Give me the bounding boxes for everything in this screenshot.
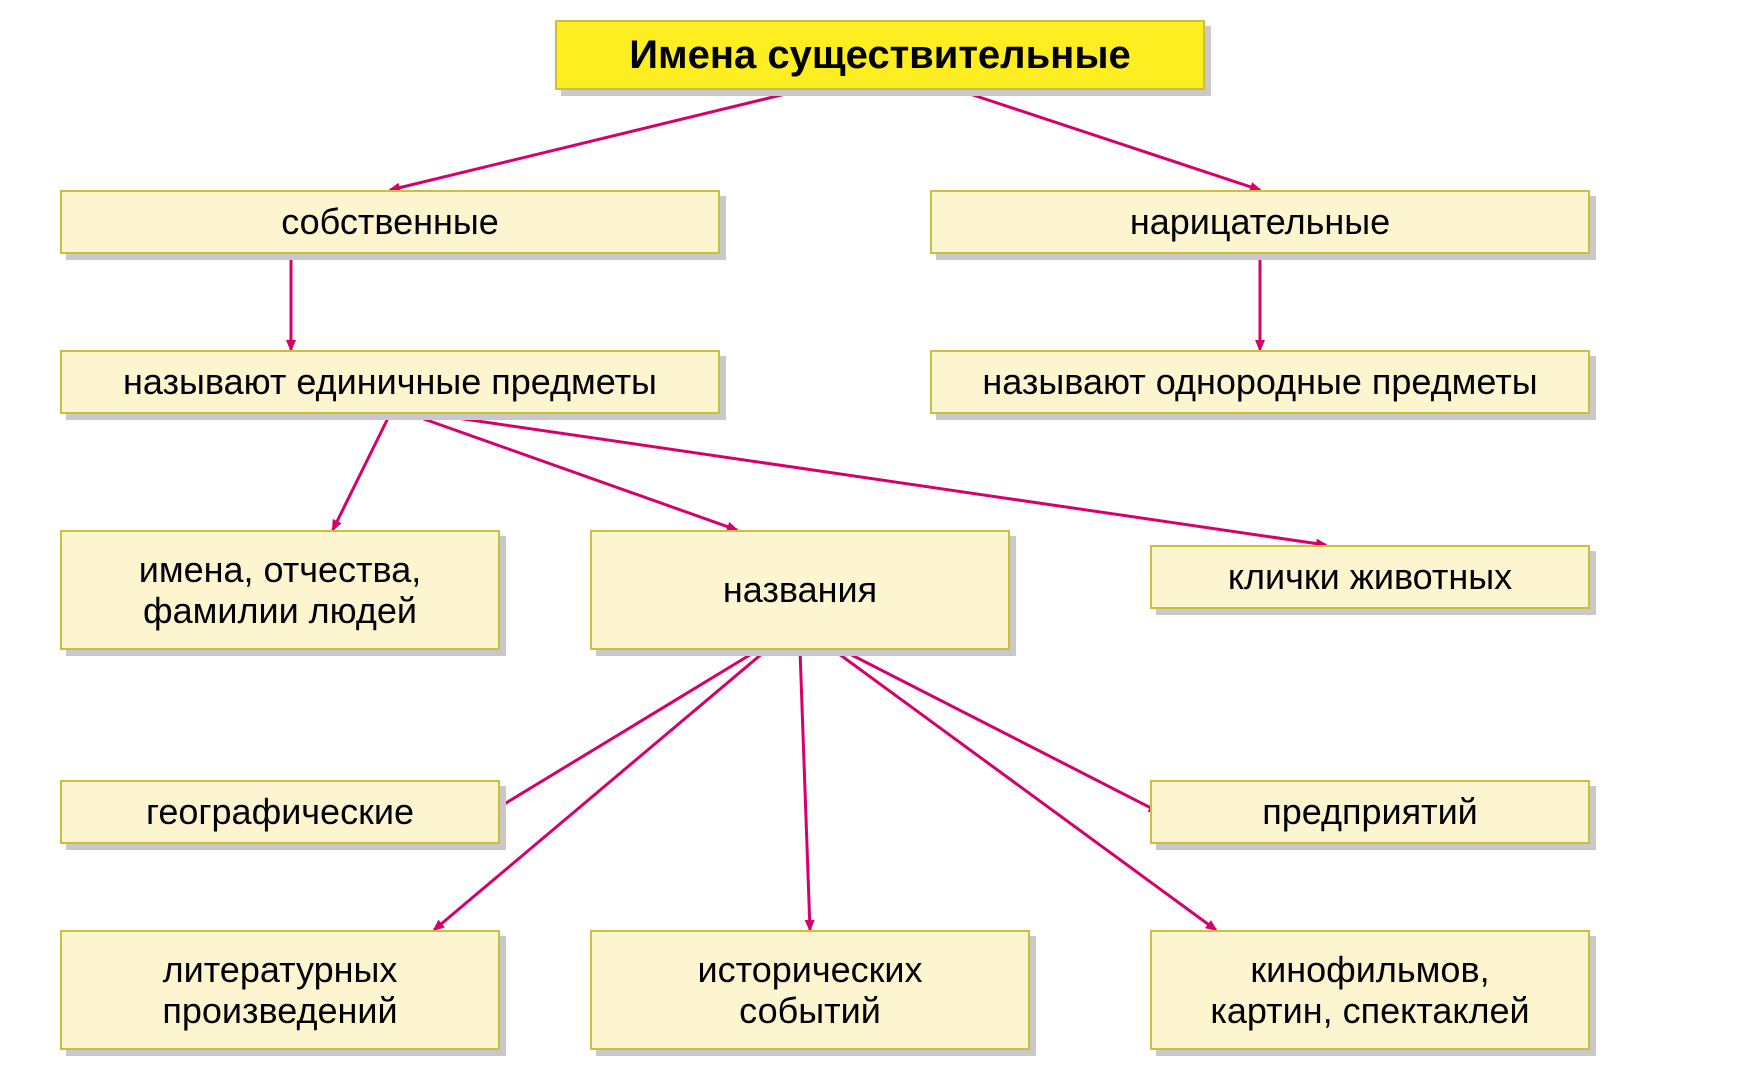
node-common: нарицательные xyxy=(930,190,1590,254)
edge-own_def-nicknames xyxy=(430,414,1326,545)
edge-titles-geo xyxy=(491,650,758,812)
node-literary: литературных произведений xyxy=(60,930,500,1050)
node-nicknames: клички животных xyxy=(1150,545,1590,609)
edge-own_def-titles xyxy=(410,414,737,530)
edge-own_def-names xyxy=(333,414,390,530)
node-titles: названия xyxy=(590,530,1010,650)
edge-root-own xyxy=(390,90,802,190)
node-com_def: называют однородные предметы xyxy=(930,350,1590,414)
node-enterpr: предприятий xyxy=(1150,780,1590,844)
edge-titles-history xyxy=(800,650,810,930)
node-history: исторических событий xyxy=(590,930,1030,1050)
edge-root-common xyxy=(958,90,1260,190)
node-own_def: называют единичные предметы xyxy=(60,350,720,414)
node-geo: географические xyxy=(60,780,500,844)
node-films: кинофильмов, картин, спектаклей xyxy=(1150,930,1590,1050)
edge-titles-enterpr xyxy=(842,650,1159,812)
node-root: Имена существительные xyxy=(555,20,1205,90)
node-names: имена, отчества, фамилии людей xyxy=(60,530,500,650)
node-own: собственные xyxy=(60,190,720,254)
